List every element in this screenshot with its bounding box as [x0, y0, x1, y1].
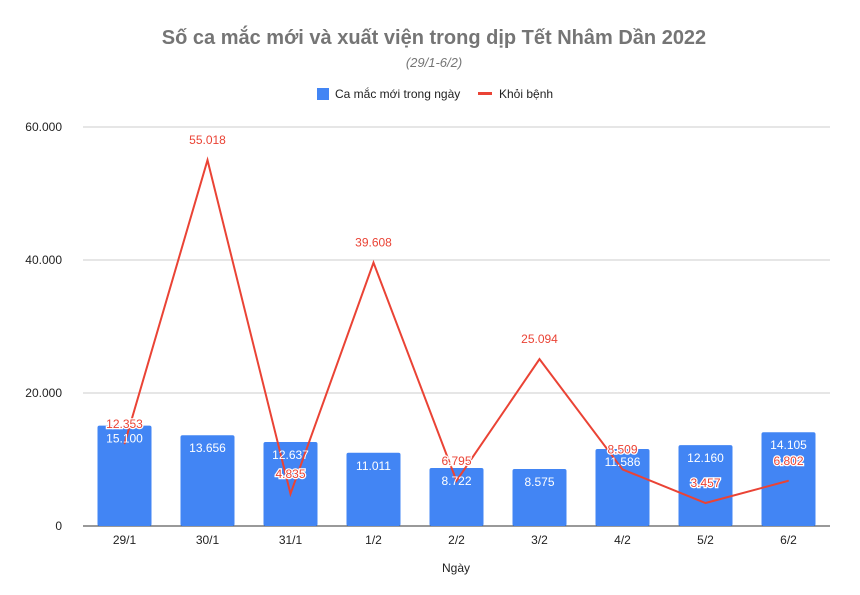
bar-value-label: 11.586 [605, 455, 641, 469]
x-tick-label: 29/1 [113, 533, 137, 547]
x-tick-label: 2/2 [448, 533, 465, 547]
y-tick-label: 20.000 [25, 386, 62, 400]
bar-value-label: 14.105 [770, 438, 807, 452]
legend-bar-swatch [317, 88, 329, 100]
line-value-label: 55.018 [189, 133, 226, 147]
y-tick-label: 40.000 [25, 253, 62, 267]
bar [180, 435, 235, 526]
x-tick-label: 3/2 [531, 533, 548, 547]
x-tick-label: 5/2 [697, 533, 714, 547]
line-value-label: 25.094 [521, 332, 558, 346]
bar [512, 468, 567, 526]
bar [761, 432, 816, 526]
bar [595, 448, 650, 526]
line-point [456, 480, 457, 482]
line-value-label: 8.509 [607, 442, 637, 456]
line-value-label: 6.802 [773, 454, 803, 468]
line-series [123, 156, 789, 505]
x-tick-label: 30/1 [196, 533, 220, 547]
legend-bar-label: Ca mắc mới trong ngày [335, 86, 460, 101]
x-tick-label: 1/2 [365, 533, 382, 547]
bar-value-label: 8.575 [524, 475, 554, 489]
bar [678, 445, 733, 526]
x-tick-label: 4/2 [614, 533, 631, 547]
line-value-label: 4.835 [275, 467, 305, 481]
line-point [622, 468, 623, 470]
x-axis-ticks: 29/1 30/1 31/1 1/2 2/2 3/2 4/2 5/2 6/2 [113, 533, 797, 547]
line-point [788, 480, 789, 482]
legend: Ca mắc mới trong ngày Khỏi bệnh [317, 86, 553, 101]
line-value-label: 39.608 [355, 236, 392, 250]
bar [263, 441, 318, 526]
bar-value-label: 8.722 [441, 474, 471, 488]
line-value-label: 6.795 [441, 454, 471, 468]
bar-value-label: 12.637 [272, 448, 309, 462]
chart-title: Số ca mắc mới và xuất viện trong dịp Tết… [162, 25, 706, 49]
bar [346, 452, 401, 526]
chart-subtitle: (29/1-6/2) [406, 55, 462, 70]
line-point [207, 159, 208, 161]
line-point [124, 443, 125, 445]
legend-line-label: Khỏi bệnh [499, 87, 553, 101]
legend-line-swatch [478, 92, 492, 95]
line-point [705, 502, 706, 504]
bar [97, 425, 152, 526]
y-tick-label: 0 [55, 519, 62, 533]
line-point [290, 493, 291, 495]
line-point [539, 358, 540, 360]
bar-value-label: 12.160 [687, 451, 724, 465]
line-value-label: 12.353 [106, 417, 143, 431]
data-labels: 15.100 13.656 12.637 11.011 8.722 8.575 11.586… [105, 132, 807, 491]
x-axis-title: Ngày [442, 561, 470, 575]
bar-value-label: 15.100 [106, 432, 143, 446]
bars [97, 425, 816, 526]
line-point [373, 262, 374, 264]
x-tick-label: 31/1 [279, 533, 303, 547]
y-tick-label: 60.000 [25, 120, 62, 134]
bar-value-label: 11.011 [356, 459, 391, 473]
x-tick-label: 6/2 [780, 533, 797, 547]
line-value-label: 3.457 [690, 476, 720, 490]
bar-value-label: 13.656 [189, 441, 226, 455]
bar [429, 467, 484, 526]
